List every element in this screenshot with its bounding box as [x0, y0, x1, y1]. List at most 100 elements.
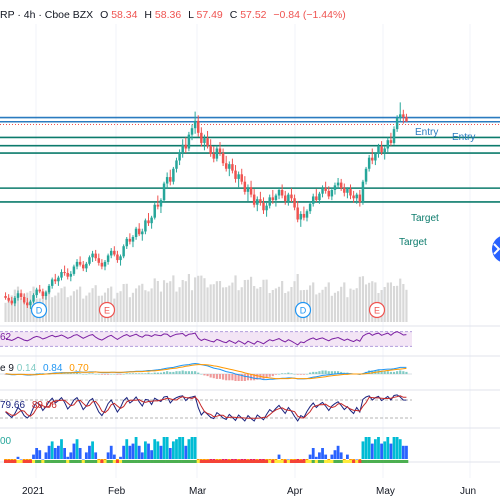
candle-down	[405, 117, 408, 122]
wave-strip	[134, 460, 138, 463]
volume-bar	[178, 287, 181, 322]
macd-hist-bar	[72, 373, 76, 374]
candle-up	[383, 148, 386, 153]
dividend-marker-3[interactable]: D	[294, 301, 312, 319]
macd-prefix: e 9	[0, 363, 17, 374]
candle-up	[256, 199, 259, 205]
candle-up	[277, 189, 281, 196]
wave-strip	[7, 460, 11, 463]
wave-strip	[150, 460, 154, 463]
candle-up	[374, 154, 377, 161]
rsi-value: 62	[0, 332, 12, 343]
volume-bar	[330, 295, 333, 322]
volume-bar	[324, 286, 327, 322]
volume-bar	[79, 286, 82, 322]
candle-up	[150, 217, 153, 224]
volume-bar	[361, 276, 365, 322]
candle-down	[358, 194, 362, 202]
wave-strip	[63, 460, 67, 463]
earnings-marker-2[interactable]: E	[98, 301, 116, 319]
candle-up	[395, 118, 399, 130]
macd-hist-bar	[399, 370, 402, 374]
wave-strip	[237, 460, 241, 463]
candle-down	[200, 132, 203, 143]
macd-hist-bar	[169, 371, 172, 374]
wave-strip	[97, 460, 101, 463]
dividend-marker-1[interactable]: D	[30, 301, 48, 319]
macd-hist-bar	[368, 370, 371, 374]
volume-bar	[75, 289, 79, 322]
macd-hist-bar	[290, 373, 293, 374]
candle-down	[4, 296, 7, 298]
scroll-right-button[interactable]	[492, 235, 500, 263]
wave-strip	[190, 460, 194, 463]
candle-up	[109, 250, 113, 256]
wave-strip	[91, 460, 95, 463]
wave-strip	[261, 460, 266, 463]
volume-bar	[343, 282, 346, 322]
volume-bar	[277, 286, 281, 322]
wave-bar	[150, 450, 154, 459]
macd-hist-bar	[134, 373, 138, 374]
wave-bar	[355, 459, 359, 460]
marker-circle	[30, 301, 48, 319]
candle-down	[94, 253, 97, 259]
candle-up	[287, 194, 290, 202]
wave-strip	[333, 460, 337, 463]
macd-hist-bar	[103, 374, 107, 375]
grid-layer	[0, 24, 500, 478]
wave-strip	[22, 460, 27, 463]
wave-bar	[75, 439, 79, 459]
volume-bar	[364, 284, 368, 322]
candle-up	[72, 266, 76, 274]
wave-strip	[75, 460, 79, 463]
macd-hist-value: 0.14	[17, 363, 37, 374]
wave-bar	[318, 452, 321, 459]
candle-up	[35, 289, 38, 296]
levels-layer[interactable]	[0, 116, 500, 203]
macd-hist-bar	[321, 370, 324, 374]
candle-down	[22, 296, 26, 303]
volume-bar	[197, 275, 200, 322]
wave-strip	[271, 460, 275, 463]
macd-hist-bar	[69, 373, 72, 374]
volume-bar	[274, 288, 278, 322]
wave-strip	[72, 460, 76, 463]
volume-bar	[265, 279, 268, 322]
wave-strip	[196, 460, 201, 463]
symbol-timeframe[interactable]: RP · 4h · Cboe BZX	[0, 9, 93, 21]
wave-bar	[41, 459, 45, 460]
macd-hist-bar	[85, 374, 88, 375]
wave-strip	[25, 460, 30, 463]
candle-up	[125, 238, 128, 247]
candle-up	[44, 292, 48, 297]
volume-bar	[184, 281, 187, 322]
earnings-marker-4[interactable]: E	[368, 301, 386, 319]
svg-text:79.66 89.06: 79.66 89.06	[0, 400, 57, 411]
wave-bar	[286, 459, 290, 460]
macd-hist-bar	[222, 374, 225, 380]
wave-strip	[345, 460, 350, 463]
macd-hist-bar	[234, 374, 237, 381]
macd-hist-bar	[302, 374, 305, 375]
candle-down	[262, 202, 265, 211]
candle-down	[137, 228, 141, 235]
macd-hist-bar	[75, 372, 79, 374]
candle-down	[234, 170, 237, 179]
wave-bar	[112, 454, 116, 459]
wave-strip	[187, 460, 191, 463]
volume-bar	[88, 292, 91, 322]
wave-bar	[383, 441, 387, 459]
wave-strip	[50, 460, 55, 463]
wave-bar	[370, 443, 374, 459]
wave-strip	[255, 460, 260, 463]
candle-up	[57, 277, 60, 282]
volume-bar	[234, 275, 237, 322]
macd-hist-bar	[389, 371, 392, 374]
volume-bar	[60, 288, 63, 322]
wave-strip	[268, 460, 272, 463]
candle-up	[321, 188, 324, 194]
wave-strip	[386, 460, 390, 463]
